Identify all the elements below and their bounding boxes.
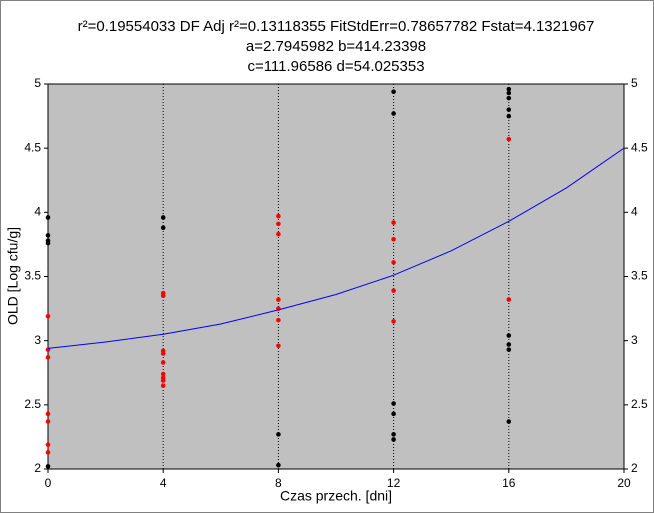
data-point bbox=[160, 360, 166, 365]
data-point bbox=[45, 464, 51, 469]
data-point bbox=[391, 220, 396, 225]
data-point bbox=[391, 437, 396, 442]
y2-tick-label: 4.5 bbox=[631, 140, 648, 154]
data-point bbox=[391, 288, 396, 293]
y2-tick-label: 5 bbox=[631, 76, 638, 90]
data-point bbox=[160, 293, 166, 299]
y2-tick-label: 2.5 bbox=[631, 397, 648, 411]
data-point bbox=[276, 317, 281, 323]
data-point bbox=[506, 342, 512, 347]
data-point bbox=[391, 260, 396, 265]
chart-title: c=111.96586 d=54.025353 bbox=[247, 58, 424, 75]
y-tick-label: 2 bbox=[34, 461, 41, 475]
data-point bbox=[391, 236, 396, 242]
x-tick-label: 0 bbox=[45, 476, 52, 490]
y-axis-label: OLD [Log cfu/g] bbox=[5, 227, 21, 325]
y-tick-label: 4 bbox=[34, 205, 41, 219]
data-point bbox=[160, 371, 166, 377]
y-tick-label: 5 bbox=[34, 76, 41, 90]
data-point bbox=[160, 383, 166, 388]
data-point bbox=[160, 378, 166, 383]
data-point bbox=[506, 333, 512, 338]
data-point bbox=[506, 95, 512, 101]
y-tick-label: 3.5 bbox=[24, 269, 41, 283]
data-point bbox=[276, 343, 281, 349]
data-point bbox=[506, 297, 512, 302]
y2-tick-label: 3 bbox=[631, 333, 638, 347]
data-point bbox=[391, 432, 396, 437]
data-point bbox=[45, 355, 51, 360]
x-tick-label: 20 bbox=[617, 476, 631, 490]
data-point bbox=[45, 215, 51, 220]
data-point bbox=[506, 419, 512, 424]
fit-curve bbox=[48, 147, 624, 349]
data-point bbox=[160, 351, 166, 356]
data-point bbox=[276, 462, 281, 468]
chart-title: r²=0.19554033 DF Adj r²=0.13118355 FitSt… bbox=[78, 18, 595, 35]
y2-tick-label: 3.5 bbox=[631, 269, 648, 283]
data-point bbox=[391, 111, 396, 116]
y-tick-label: 3 bbox=[34, 333, 41, 347]
chart-title: a=2.7945982 b=414.23398 bbox=[246, 38, 426, 55]
data-point bbox=[506, 90, 512, 96]
data-point bbox=[391, 401, 396, 406]
data-point bbox=[506, 107, 512, 112]
data-point bbox=[276, 432, 281, 437]
data-point bbox=[276, 231, 281, 237]
data-point bbox=[506, 347, 512, 352]
x-tick-label: 12 bbox=[387, 476, 401, 490]
data-point bbox=[506, 113, 512, 119]
data-point bbox=[45, 411, 51, 417]
data-point bbox=[276, 213, 281, 219]
y-tick-label: 2.5 bbox=[24, 397, 41, 411]
y-tick-label: 4.5 bbox=[24, 140, 41, 154]
data-point bbox=[276, 221, 281, 227]
data-point bbox=[276, 297, 281, 302]
data-point bbox=[45, 419, 51, 424]
data-point bbox=[391, 319, 396, 324]
data-point bbox=[45, 240, 51, 246]
data-point bbox=[160, 225, 166, 231]
data-point bbox=[391, 411, 396, 417]
y2-tick-label: 4 bbox=[631, 205, 638, 219]
y2-tick-label: 2 bbox=[631, 461, 638, 475]
x-tick-label: 16 bbox=[502, 476, 516, 490]
plot-area bbox=[47, 83, 625, 470]
x-axis-label: Czas przech. [dni] bbox=[280, 488, 392, 504]
data-point bbox=[391, 89, 396, 94]
x-tick-label: 4 bbox=[160, 476, 167, 490]
data-point bbox=[45, 313, 51, 319]
data-point bbox=[45, 442, 51, 447]
data-point bbox=[45, 233, 51, 238]
data-point bbox=[506, 86, 512, 92]
x-tick-label: 8 bbox=[275, 476, 282, 490]
data-point bbox=[45, 450, 51, 455]
data-point bbox=[160, 215, 166, 220]
data-point bbox=[506, 136, 512, 142]
